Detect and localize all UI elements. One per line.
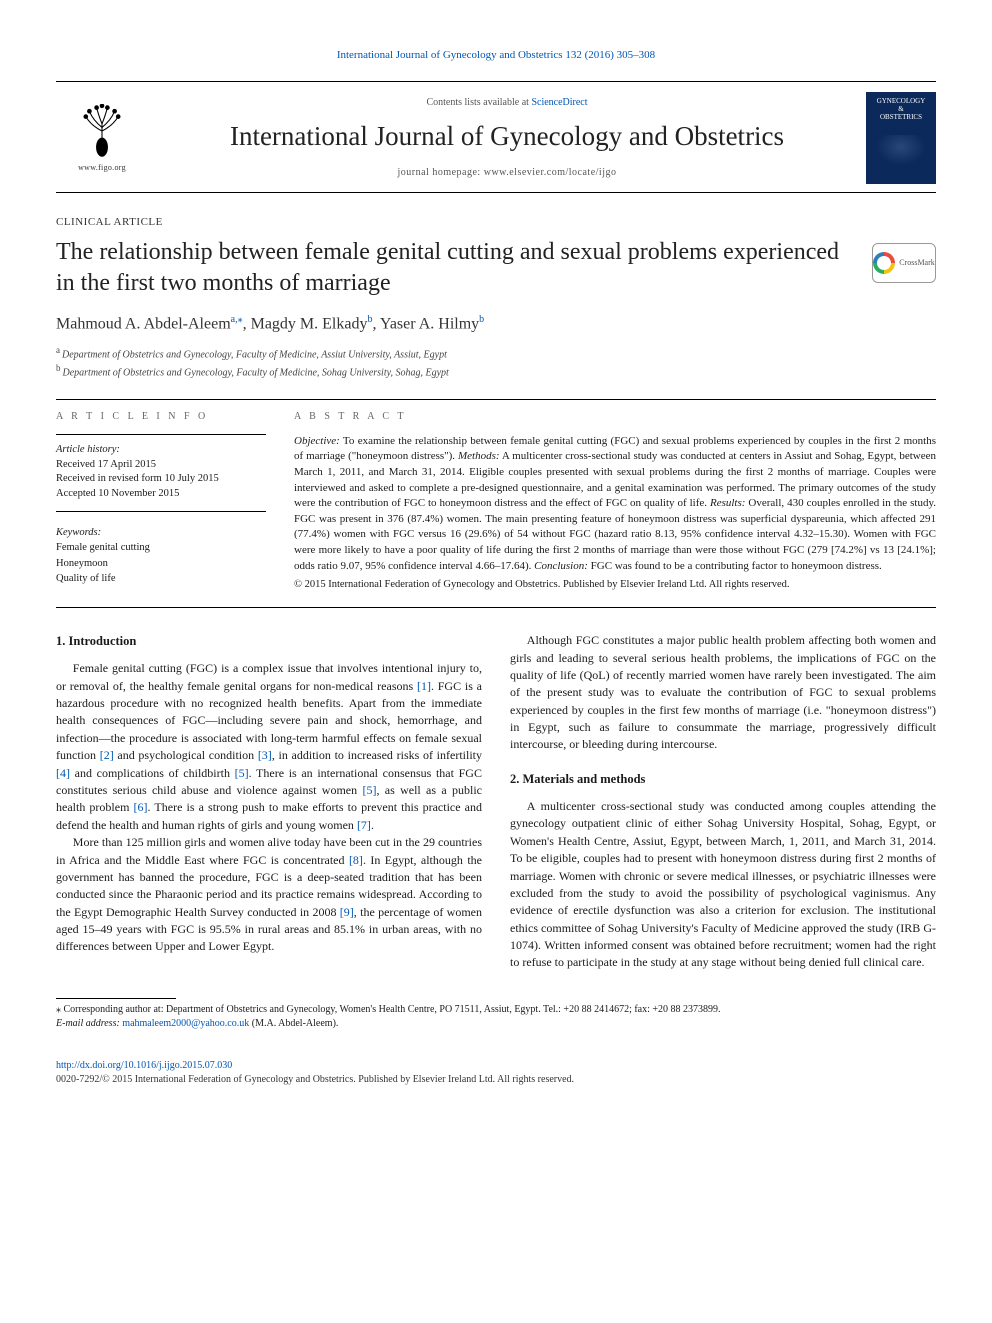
author-2: , Magdy M. Elkady — [243, 315, 368, 332]
crossmark-icon — [873, 252, 895, 274]
ref-6[interactable]: [6] — [134, 800, 148, 814]
email-label: E-mail address: — [56, 1018, 120, 1029]
hist-revised: Received in revised form 10 July 2015 — [56, 472, 266, 486]
homepage-prefix: journal homepage: — [398, 167, 484, 178]
corr-footnote: ⁎ Corresponding author at: Department of… — [56, 1003, 936, 1017]
homepage-url[interactable]: www.elsevier.com/locate/ijgo — [484, 167, 617, 178]
ref-9[interactable]: [9] — [340, 905, 354, 919]
p1d: , in addition to increased risks of infe… — [272, 748, 482, 762]
cover-line1: GYNECOLOGY — [877, 97, 926, 105]
figo-tree-icon — [75, 104, 129, 158]
crossmark-badge[interactable]: CrossMark — [872, 243, 936, 283]
keywords-head: Keywords: — [56, 526, 266, 541]
footnotes: ⁎ Corresponding author at: Department of… — [56, 1003, 936, 1031]
methods-p1: A multicenter cross-sectional study was … — [510, 798, 936, 972]
article-info: A R T I C L E I N F O Article history: R… — [56, 410, 266, 594]
corr-email[interactable]: mahmaleem2000@yahoo.co.uk — [122, 1018, 249, 1029]
hist-received: Received 17 April 2015 — [56, 458, 266, 472]
h-intro: 1. Introduction — [56, 632, 482, 650]
abs-meth-label: Methods: — [458, 450, 500, 462]
sciencedirect-link[interactable]: ScienceDirect — [531, 97, 587, 108]
abs-res-label: Results: — [710, 497, 745, 509]
p1i: . — [371, 818, 374, 832]
issn-copyright: 0020-7292/© 2015 International Federatio… — [56, 1073, 936, 1087]
ref-8[interactable]: [8] — [349, 853, 363, 867]
journal-name: International Journal of Gynecology and … — [166, 118, 848, 156]
kw-2: Quality of life — [56, 571, 266, 586]
kw-1: Honeymoon — [56, 556, 266, 571]
article-type: CLINICAL ARTICLE — [56, 215, 936, 230]
running-head: International Journal of Gynecology and … — [56, 48, 936, 63]
author-3-affil: b — [479, 314, 484, 325]
journal-homepage: journal homepage: www.elsevier.com/locat… — [166, 166, 848, 180]
authors: Mahmoud A. Abdel-Aleema,⁎, Magdy M. Elka… — [56, 313, 936, 336]
hist-accepted: Accepted 10 November 2015 — [56, 487, 266, 501]
ref-2[interactable]: [2] — [100, 748, 114, 762]
p1c: and psychological condition — [114, 748, 258, 762]
rule-top — [56, 399, 936, 400]
history-head: Article history: — [56, 443, 266, 458]
cover-map-icon — [876, 135, 926, 165]
author-1: Mahmoud A. Abdel-Aleem — [56, 315, 231, 332]
kw-0: Female genital cutting — [56, 540, 266, 555]
abs-con-label: Conclusion: — [534, 560, 588, 572]
abstract-heading: A B S T R A C T — [294, 410, 936, 424]
affil-b: Department of Obstetrics and Gynecology,… — [63, 368, 449, 379]
abs-con: FGC was found to be a contributing facto… — [588, 560, 882, 572]
footnote-rule — [56, 998, 176, 999]
abs-obj-label: Objective: — [294, 435, 340, 447]
author-1-affil: a, — [231, 314, 238, 325]
body-text: 1. Introduction Female genital cutting (… — [56, 632, 936, 972]
ref-3[interactable]: [3] — [258, 748, 272, 762]
author-3: , Yaser A. Hilmy — [372, 315, 479, 332]
doi-link[interactable]: http://dx.doi.org/10.1016/j.ijgo.2015.07… — [56, 1060, 232, 1071]
p1e: and complications of childbirth — [70, 766, 235, 780]
running-head-link[interactable]: International Journal of Gynecology and … — [337, 49, 655, 61]
ref-4[interactable]: [4] — [56, 766, 70, 780]
masthead: www.figo.org Contents lists available at… — [56, 81, 936, 193]
figo-logo: www.figo.org — [56, 92, 148, 184]
bottom-bar: http://dx.doi.org/10.1016/j.ijgo.2015.07… — [56, 1059, 936, 1087]
abs-copyright: © 2015 International Federation of Gynec… — [294, 578, 936, 593]
crossmark-label: CrossMark — [899, 257, 935, 268]
affiliations: aDepartment of Obstetrics and Gynecology… — [56, 344, 936, 381]
email-suffix: (M.A. Abdel-Aleem). — [249, 1018, 338, 1029]
cover-line2: OBSTETRICS — [880, 113, 922, 121]
ref-5[interactable]: [5] — [235, 766, 249, 780]
ref-7[interactable]: [7] — [357, 818, 371, 832]
contents-line: Contents lists available at ScienceDirec… — [166, 96, 848, 110]
affil-a: Department of Obstetrics and Gynecology,… — [62, 349, 447, 360]
journal-cover-thumb: GYNECOLOGY&OBSTETRICS — [866, 92, 936, 184]
abstract: A B S T R A C T Objective: To examine th… — [294, 410, 936, 594]
figo-url[interactable]: www.figo.org — [78, 162, 126, 173]
article-title: The relationship between female genital … — [56, 237, 858, 299]
h-methods: 2. Materials and methods — [510, 770, 936, 788]
p3: Although FGC constitutes a major public … — [510, 632, 936, 754]
info-heading: A R T I C L E I N F O — [56, 410, 266, 424]
contents-prefix: Contents lists available at — [426, 97, 531, 108]
ref-5b[interactable]: [5] — [362, 783, 376, 797]
ref-1[interactable]: [1] — [417, 679, 431, 693]
